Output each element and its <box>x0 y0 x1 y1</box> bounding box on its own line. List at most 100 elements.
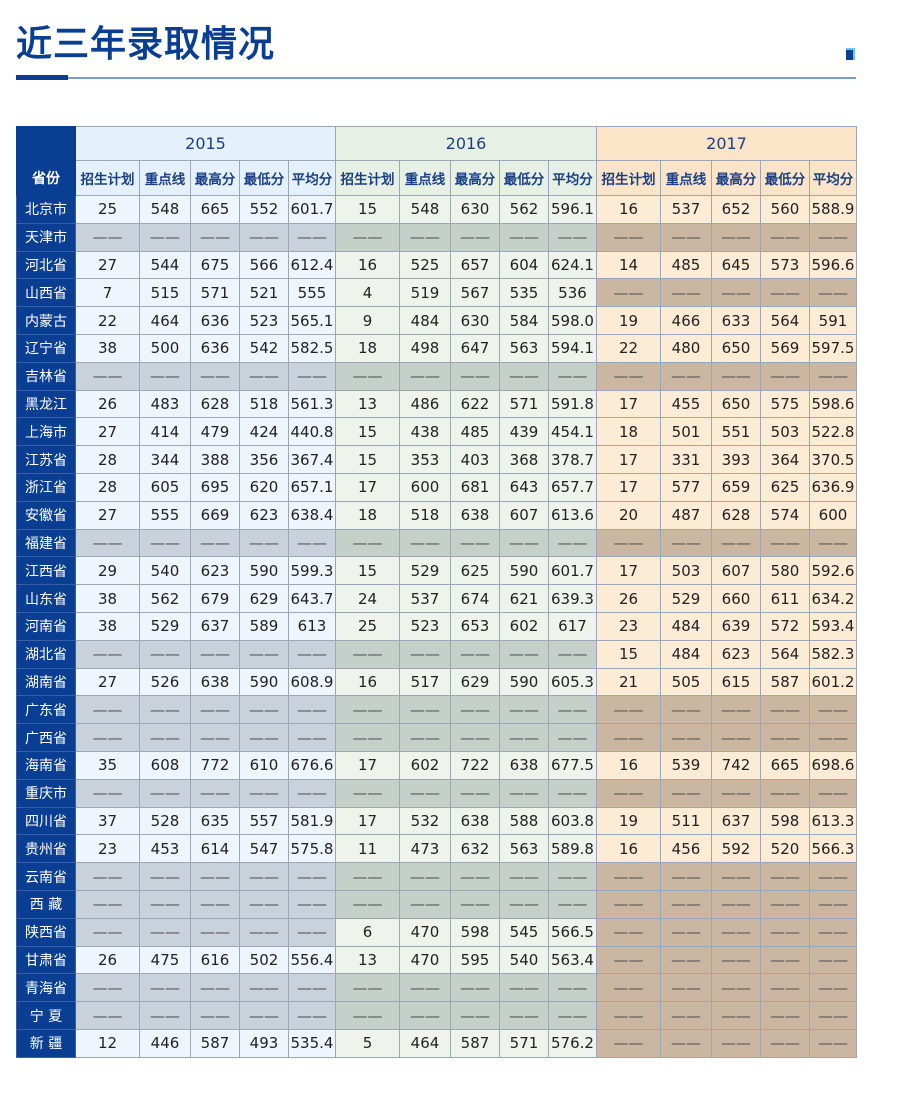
value-cell: —— <box>450 723 500 752</box>
value-cell: 639.3 <box>548 584 597 613</box>
value-cell: 608.9 <box>288 667 336 697</box>
value-cell: 562 <box>499 195 549 224</box>
province-cell: 河北省 <box>16 250 76 280</box>
province-cell: 安徽省 <box>16 500 76 530</box>
value-cell: 16 <box>335 250 400 280</box>
value-cell: 560 <box>760 195 810 224</box>
value-cell: —— <box>596 723 661 752</box>
value-cell: —— <box>596 862 661 891</box>
value-cell: —— <box>499 639 549 669</box>
value-cell: 601.7 <box>548 556 597 586</box>
value-cell: —— <box>760 278 810 308</box>
value-cell: 569 <box>760 333 810 363</box>
province-cell: 吉林省 <box>16 361 76 391</box>
title-divider-accent <box>16 75 68 80</box>
value-cell: 487 <box>660 500 712 530</box>
value-cell: 16 <box>335 667 400 697</box>
table-row: 吉林省 —— —— —— —— —— —— —— —— —— —— —— —— —— —— —— <box>16 361 857 391</box>
value-cell: 574 <box>760 500 810 530</box>
province-cell: 福建省 <box>16 528 76 558</box>
value-cell: —— <box>239 973 289 1003</box>
value-cell: 657.1 <box>288 472 336 502</box>
province-cell: 江苏省 <box>16 445 76 474</box>
value-cell: —— <box>760 1001 810 1030</box>
value-cell: 563.4 <box>548 945 597 975</box>
value-cell: —— <box>239 862 289 891</box>
province-cell: 江西省 <box>16 556 76 586</box>
table-row: 江苏省 28 344 388 356 367.4 15 353 403 368 378.7 17 331… <box>16 445 857 474</box>
value-cell: —— <box>548 528 597 558</box>
province-cell: 广西省 <box>16 723 76 752</box>
value-cell: 353 <box>399 445 451 474</box>
value-cell: 652 <box>711 195 761 224</box>
value-cell: 414 <box>139 417 191 447</box>
value-cell: —— <box>139 639 191 669</box>
value-cell: 13 <box>335 389 400 419</box>
value-cell: 588.9 <box>809 195 857 224</box>
value-cell: 575 <box>760 389 810 419</box>
value-cell: 602 <box>399 750 451 780</box>
value-cell: —— <box>760 361 810 391</box>
province-cell: 甘肃省 <box>16 945 76 975</box>
value-cell: 587 <box>190 1028 240 1058</box>
table-row: 浙江省 28 605 695 620 657.1 17 600 681 643 657.7 17 577… <box>16 472 857 502</box>
value-cell: —— <box>335 222 400 252</box>
value-cell: —— <box>499 973 549 1003</box>
value-cell: —— <box>499 862 549 891</box>
column-header: 重点线 <box>399 160 451 196</box>
corner-cell <box>16 126 76 161</box>
province-cell: 宁 夏 <box>16 1001 76 1030</box>
value-cell: —— <box>75 361 140 391</box>
table-row: 广西省 —— —— —— —— —— —— —— —— —— —— —— —— —— —— —— <box>16 723 857 752</box>
value-cell: 557 <box>239 806 289 836</box>
value-cell: 23 <box>596 611 661 641</box>
value-cell: 519 <box>399 278 451 308</box>
value-cell: —— <box>760 1028 810 1058</box>
value-cell: —— <box>760 778 810 808</box>
value-cell: 617 <box>548 611 597 641</box>
value-cell: —— <box>548 361 597 391</box>
value-cell: 535 <box>499 278 549 308</box>
value-cell: 493 <box>239 1028 289 1058</box>
value-cell: 27 <box>75 500 140 530</box>
value-cell: 548 <box>139 195 191 224</box>
value-cell: —— <box>660 695 712 725</box>
value-cell: —— <box>596 945 661 975</box>
value-cell: 22 <box>75 306 140 335</box>
value-cell: 344 <box>139 445 191 474</box>
value-cell: —— <box>548 723 597 752</box>
value-cell: —— <box>399 222 451 252</box>
value-cell: 571 <box>499 1028 549 1058</box>
value-cell: —— <box>139 917 191 947</box>
page-title: 近三年录取情况 <box>16 24 276 65</box>
value-cell: —— <box>596 1001 661 1030</box>
value-cell: —— <box>809 222 857 252</box>
value-cell: 503 <box>660 556 712 586</box>
value-cell: —— <box>288 889 336 919</box>
value-cell: —— <box>548 862 597 891</box>
value-cell: 564 <box>760 306 810 335</box>
value-cell: 587 <box>760 667 810 697</box>
value-cell: 18 <box>335 333 400 363</box>
value-cell: —— <box>335 889 400 919</box>
value-cell: 742 <box>711 750 761 780</box>
value-cell: —— <box>809 528 857 558</box>
column-header: 招生计划 <box>335 160 400 196</box>
value-cell: 27 <box>75 667 140 697</box>
value-cell: 38 <box>75 333 140 363</box>
value-cell: 632 <box>450 834 500 864</box>
value-cell: 598.0 <box>548 306 597 335</box>
value-cell: 622 <box>450 389 500 419</box>
value-cell: —— <box>139 889 191 919</box>
value-cell: —— <box>809 917 857 947</box>
value-cell: —— <box>660 278 712 308</box>
table-row: 广东省 —— —— —— —— —— —— —— —— —— —— —— —— —— —— —— <box>16 695 857 725</box>
value-cell: —— <box>499 778 549 808</box>
year-header-2017: 2017 <box>596 126 857 161</box>
value-cell: —— <box>499 723 549 752</box>
value-cell: 540 <box>499 945 549 975</box>
province-cell: 湖北省 <box>16 639 76 669</box>
value-cell: —— <box>239 222 289 252</box>
value-cell: —— <box>239 1001 289 1030</box>
value-cell: —— <box>711 361 761 391</box>
